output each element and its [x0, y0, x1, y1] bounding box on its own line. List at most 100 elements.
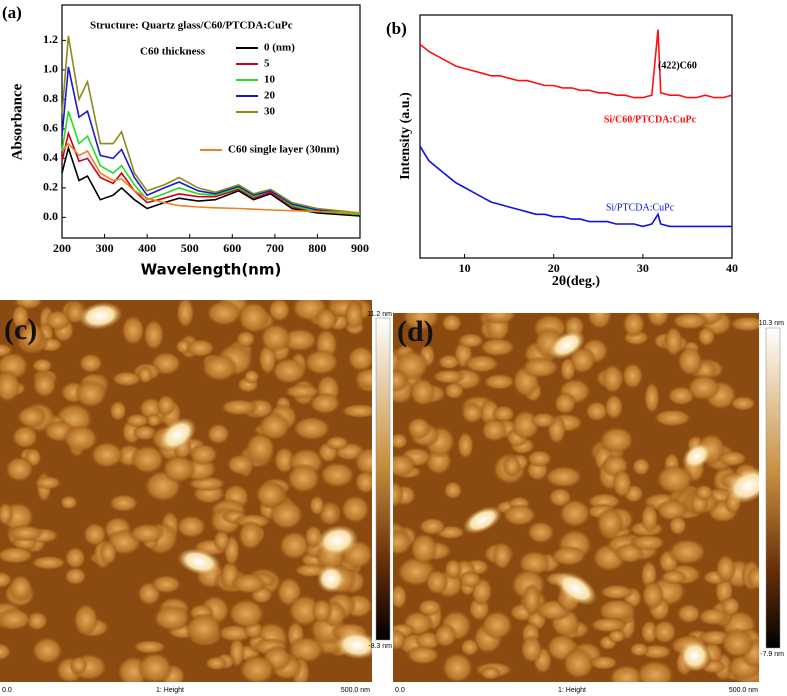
axis-end: 500.0 nm: [341, 687, 370, 694]
grain: [353, 446, 372, 477]
grain: [31, 636, 64, 665]
grain: [142, 318, 165, 352]
grain: [32, 371, 57, 399]
grain: [728, 315, 759, 332]
grain: [283, 383, 322, 400]
grain: [456, 431, 475, 460]
grain: [230, 572, 267, 595]
legend-label: 10: [264, 74, 276, 86]
grain: [405, 645, 441, 665]
grain: [558, 498, 592, 529]
grain: [314, 307, 338, 332]
panel-label: (b): [386, 19, 407, 38]
grain: [588, 616, 629, 633]
bright-grain: [335, 630, 372, 660]
bright-grain: [158, 417, 197, 452]
grain: [746, 565, 759, 591]
grain: [459, 637, 480, 657]
axis-end: 500.0 nm: [729, 687, 758, 694]
series-label: Si/C60/PTCDA:CuPc: [604, 114, 697, 125]
grain: [601, 363, 624, 395]
grain: [480, 417, 508, 443]
plot-frame: [419, 14, 733, 259]
grain: [137, 651, 174, 682]
grain: [635, 659, 676, 682]
grain: [481, 313, 518, 325]
grain: [145, 413, 162, 428]
afm-image: [393, 313, 759, 682]
grain: [69, 656, 88, 675]
x-tick-label: 900: [351, 241, 369, 255]
grain: [353, 367, 372, 390]
grain: [340, 494, 371, 525]
x-tick-label: 200: [53, 241, 71, 255]
grain: [588, 655, 619, 671]
grain: [176, 300, 195, 329]
x-tick-label: 30: [637, 261, 649, 275]
grain: [621, 362, 644, 390]
grain: [286, 463, 322, 494]
grain: [409, 377, 437, 407]
grain: [18, 320, 45, 354]
plot-frame: [61, 4, 361, 239]
grain: [287, 635, 326, 664]
grain: [482, 373, 517, 391]
grain: [120, 314, 146, 347]
bright-grain: [463, 506, 502, 534]
grain: [156, 394, 176, 417]
grain: [686, 374, 721, 401]
grain: [456, 332, 485, 349]
grain: [73, 602, 99, 637]
grain: [311, 598, 333, 624]
legend-label: 5: [264, 58, 270, 70]
grain: [130, 444, 166, 475]
bright-grain: [177, 548, 221, 576]
grain: [671, 313, 710, 331]
grain: [124, 413, 151, 428]
legend-label: C60 single layer (30nm): [228, 144, 340, 156]
grain: [344, 300, 364, 331]
legend-label: 30: [264, 106, 276, 118]
grain: [664, 325, 684, 358]
grain: [11, 424, 39, 450]
grain: [479, 665, 502, 681]
grain: [59, 495, 79, 510]
grain: [200, 353, 239, 382]
series-line: [61, 110, 361, 216]
grain: [520, 356, 561, 379]
bright-grain: [316, 524, 359, 557]
grain: [161, 454, 197, 484]
grain: [4, 455, 35, 483]
grain: [308, 494, 326, 516]
grain: [339, 403, 372, 419]
grain: [697, 607, 730, 626]
grain: [346, 345, 372, 372]
grain: [219, 398, 259, 416]
grain: [543, 465, 584, 489]
y-tick-label: 0.4: [43, 150, 58, 164]
grain: [152, 604, 192, 632]
grain: [206, 423, 231, 445]
grain: [74, 379, 108, 409]
grain: [622, 313, 646, 338]
grain: [715, 553, 737, 584]
scale-min: -7.9 nm: [760, 651, 784, 658]
grain: [559, 356, 577, 383]
grain: [238, 654, 276, 682]
grain: [526, 520, 556, 545]
bright-grain: [555, 571, 598, 606]
x-tick-label: 300: [96, 241, 114, 255]
grain: [132, 639, 168, 655]
grain: [393, 529, 413, 556]
bright-grain: [316, 564, 345, 593]
grain: [655, 464, 694, 495]
grain: [150, 574, 182, 594]
grain: [8, 574, 33, 603]
bright-grain: [78, 302, 123, 330]
bright-grain: [679, 640, 711, 672]
grain: [458, 570, 482, 589]
grain: [433, 623, 458, 648]
bright-grain: [682, 442, 712, 470]
grain: [271, 357, 307, 385]
axis-start: 0.0: [2, 687, 12, 694]
